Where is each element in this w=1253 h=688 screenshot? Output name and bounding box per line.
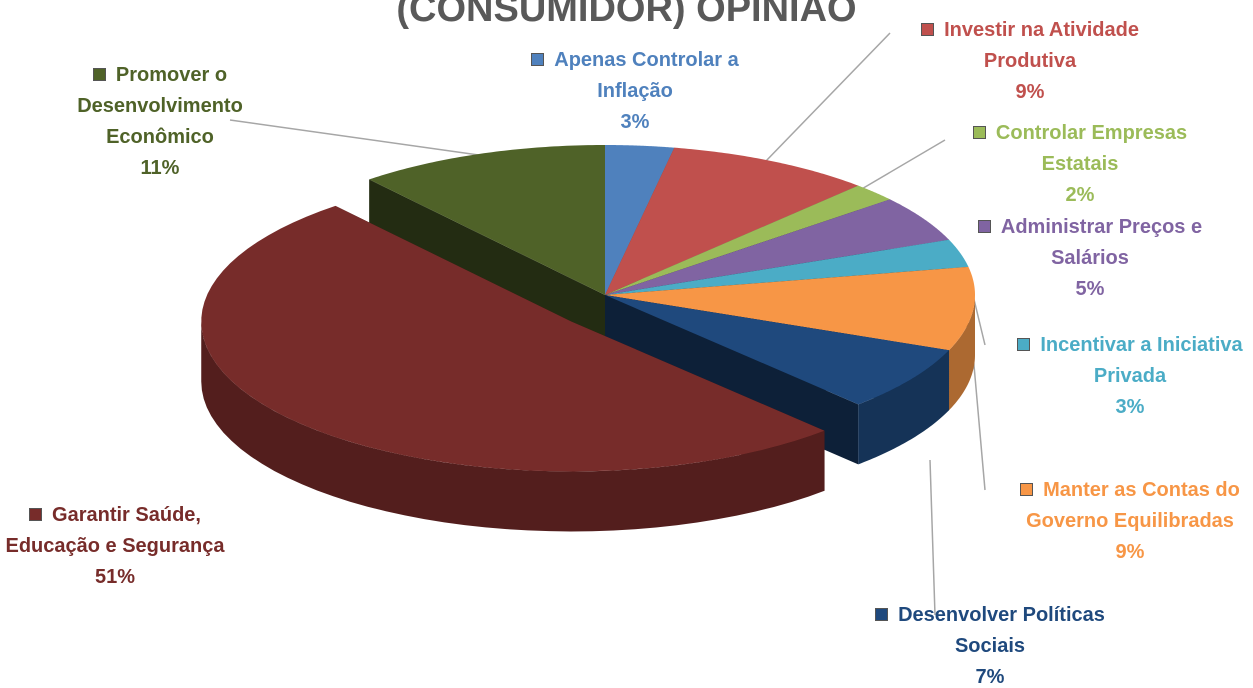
chart-title: (CONSUMIDOR) OPINIÃO: [396, 0, 857, 30]
slice-top: [605, 145, 675, 295]
leader-line: [929, 459, 936, 616]
slice-top: [605, 295, 950, 405]
data-label: Manter as Contas do Governo Equilibradas…: [995, 475, 1253, 568]
slice-percent: 7%: [975, 666, 1005, 688]
slice-name: Desenvolver Políticas Sociais: [898, 604, 1105, 657]
legend-swatch: [972, 126, 986, 139]
legend-swatch: [531, 53, 545, 66]
slice-percent: 2%: [1065, 184, 1095, 206]
leader-line: [764, 32, 891, 163]
slice-percent: 5%: [1075, 278, 1105, 300]
slice-name: Controlar Empresas Estatais: [995, 122, 1188, 175]
slice-percent: 3%: [620, 111, 650, 133]
legend-swatch: [921, 23, 935, 36]
slice-name: Promover o Desenvolvimento Econômico: [77, 64, 243, 148]
slice-side: [201, 321, 825, 532]
slice-top: [605, 185, 891, 295]
slice-name: Incentivar a Iniciativa Privada: [1040, 334, 1243, 387]
pie-slice: [201, 205, 825, 532]
data-label: Investir na Atividade Produtiva 9%: [895, 15, 1165, 108]
legend-swatch: [92, 68, 106, 81]
slice-name: Administrar Preços e Salários: [1000, 216, 1203, 269]
slice-top: [605, 199, 950, 295]
data-label: Incentivar a Iniciativa Privada 3%: [995, 330, 1253, 423]
slice-percent: 3%: [1115, 396, 1145, 418]
slice-side: [858, 350, 950, 465]
data-label: Desenvolver Políticas Sociais 7%: [845, 600, 1135, 688]
data-label: Promover o Desenvolvimento Econômico 11%: [45, 60, 275, 184]
legend-swatch: [977, 220, 991, 233]
pie-slice: [605, 295, 950, 465]
data-label: Garantir Saúde, Educação e Segurança 51%: [0, 500, 230, 593]
slice-name: Manter as Contas do Governo Equilibradas: [1026, 479, 1240, 532]
slice-top: [605, 147, 859, 295]
slice-percent: 9%: [1015, 81, 1045, 103]
slice-name: Garantir Saúde, Educação e Segurança: [5, 504, 225, 557]
legend-swatch: [1017, 338, 1031, 351]
legend-swatch: [1020, 483, 1034, 496]
slice-top: [369, 145, 605, 295]
data-label: Apenas Controlar a Inflação 3%: [500, 45, 770, 138]
slice-name: Apenas Controlar a Inflação: [554, 49, 739, 102]
leader-line: [859, 139, 946, 191]
legend-swatch: [29, 508, 43, 521]
slice-top: [201, 205, 825, 472]
slice-percent: 51%: [94, 566, 136, 588]
data-label: Controlar Empresas Estatais 2%: [955, 118, 1205, 211]
slice-top: [605, 266, 975, 351]
slice-top: [605, 239, 969, 295]
slice-side: [949, 295, 975, 411]
data-label: Administrar Preços e Salários 5%: [955, 212, 1225, 305]
slice-percent: 11%: [140, 157, 180, 179]
leader-line: [229, 119, 501, 159]
slice-name: Investir na Atividade Produtiva: [944, 19, 1139, 72]
legend-swatch: [875, 608, 889, 621]
slice-percent: 9%: [1115, 541, 1145, 563]
